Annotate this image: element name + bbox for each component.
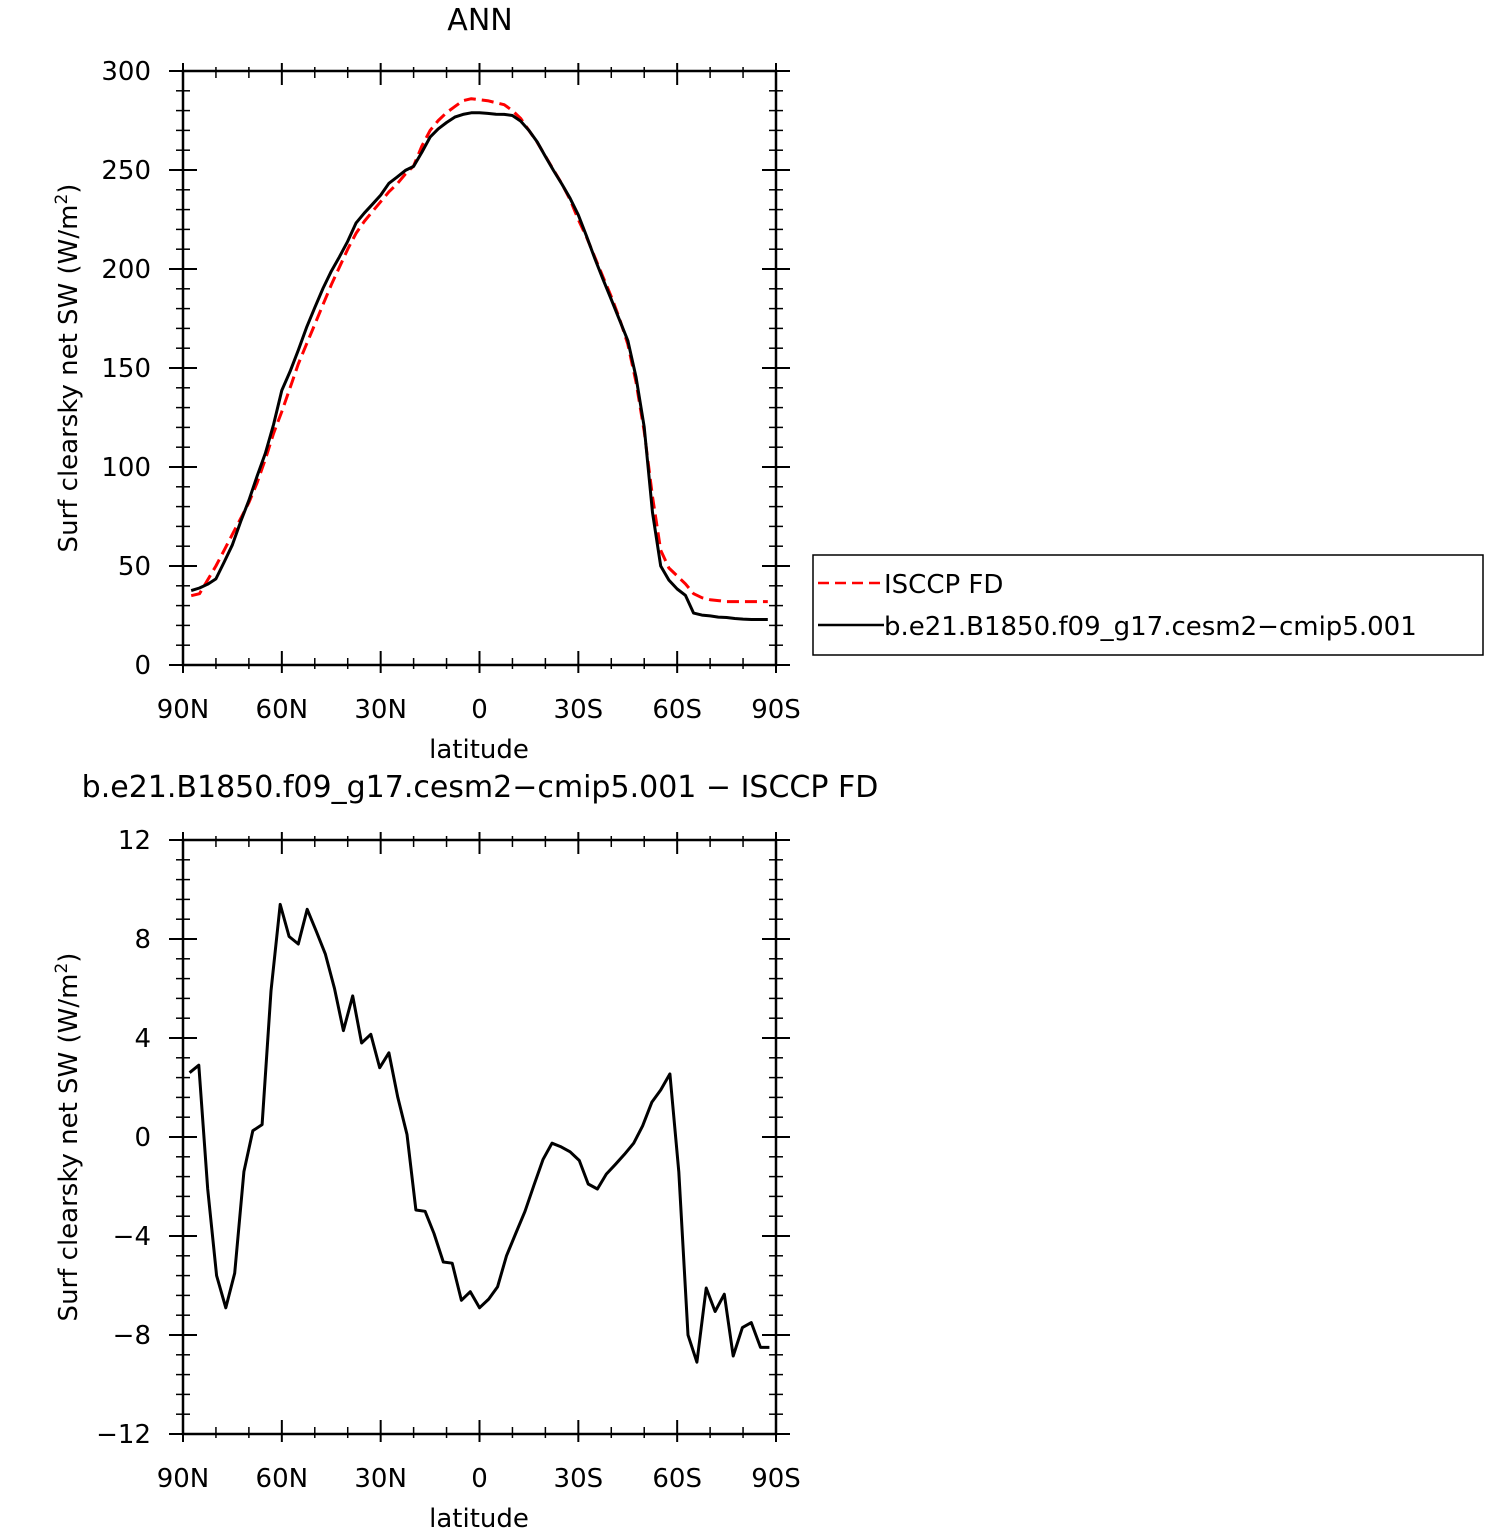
x-tick-label: 90S bbox=[751, 695, 801, 725]
x-tick-label: 90S bbox=[751, 1464, 801, 1494]
chart-bottom-ticks bbox=[169, 832, 790, 1442]
chart-top-x-tick-labels: 90N 60N 30N 0 30S 60S 90S bbox=[157, 695, 801, 725]
chart-bottom: b.e21.B1850.f09_g17.cesm2−cmip5.001 − IS… bbox=[52, 770, 878, 1534]
legend-box bbox=[812, 554, 1484, 656]
legend-label-isccp: ISCCP FD bbox=[884, 570, 1003, 600]
x-tick-label: 90N bbox=[157, 695, 210, 725]
series-line-difference bbox=[188, 902, 770, 1364]
chart-bottom-title: b.e21.B1850.f09_g17.cesm2−cmip5.001 − IS… bbox=[82, 770, 879, 805]
y-tick-label: 200 bbox=[101, 255, 151, 285]
y-tick-label: 50 bbox=[118, 552, 151, 582]
legend: ISCCP FD b.e21.B1850.f09_g17.cesm2−cmip5… bbox=[812, 554, 1484, 656]
chart-top: ANN 90N 60N 30N 0 30S 60S 90S 0 50 100 150 200 250 3… bbox=[52, 3, 1484, 765]
chart-top-y-axis-label: Surf clearsky net SW (W/m2) bbox=[52, 184, 84, 553]
x-tick-label: 60S bbox=[652, 1464, 702, 1494]
series-line-isccp-fd bbox=[190, 97, 768, 604]
y-tick-label: 12 bbox=[118, 826, 151, 856]
chart-top-y-tick-labels: 0 50 100 150 200 250 300 bbox=[101, 57, 151, 681]
y-tick-label: 250 bbox=[101, 156, 151, 186]
chart-top-title: ANN bbox=[447, 3, 512, 38]
x-tick-label: 30N bbox=[354, 1464, 407, 1494]
y-tick-label: 4 bbox=[134, 1024, 151, 1054]
y-tick-label: 0 bbox=[134, 1123, 151, 1153]
x-tick-label: 90N bbox=[157, 1464, 210, 1494]
x-tick-label: 30S bbox=[554, 1464, 604, 1494]
x-tick-label: 0 bbox=[471, 1464, 488, 1494]
y-tick-label: 100 bbox=[101, 453, 151, 483]
chart-bottom-x-tick-labels: 90N 60N 30N 0 30S 60S 90S bbox=[157, 1464, 801, 1494]
y-tick-label: 300 bbox=[101, 57, 151, 87]
series-line-b-e21-b1850-f09-g17-cesm2-cmip5-001 bbox=[190, 111, 768, 621]
x-tick-label: 60N bbox=[256, 695, 309, 725]
y-tick-label: 150 bbox=[101, 354, 151, 384]
chart-bottom-frame bbox=[181, 838, 778, 1436]
chart-top-ticks bbox=[169, 63, 790, 673]
x-tick-label: 60S bbox=[652, 695, 702, 725]
chart-bottom-y-axis-label: Surf clearsky net SW (W/m2) bbox=[52, 953, 84, 1322]
x-tick-label: 30N bbox=[354, 695, 407, 725]
x-tick-label: 30S bbox=[554, 695, 604, 725]
legend-label-model: b.e21.B1850.f09_g17.cesm2−cmip5.001 bbox=[884, 612, 1417, 642]
chart-top-x-axis-label: latitude bbox=[429, 735, 529, 765]
y-tick-label: −12 bbox=[96, 1420, 151, 1450]
chart-bottom-x-axis-label: latitude bbox=[429, 1504, 529, 1534]
y-tick-label: 8 bbox=[134, 925, 151, 955]
y-tick-label: −8 bbox=[113, 1321, 151, 1351]
y-tick-label: 0 bbox=[134, 651, 151, 681]
chart-bottom-y-tick-labels: −12 −8 −4 0 4 8 12 bbox=[96, 826, 151, 1450]
chart-top-lines bbox=[190, 97, 768, 621]
x-tick-label: 0 bbox=[471, 695, 488, 725]
chart-bottom-lines bbox=[188, 902, 770, 1364]
chart-top-frame bbox=[181, 69, 778, 667]
x-tick-label: 60N bbox=[256, 1464, 309, 1494]
y-tick-label: −4 bbox=[113, 1222, 151, 1252]
